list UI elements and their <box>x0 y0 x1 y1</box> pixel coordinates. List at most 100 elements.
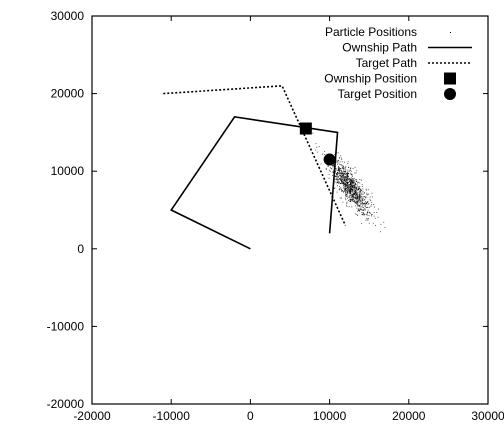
particle-point <box>332 165 334 167</box>
particle-point <box>359 197 361 199</box>
particle-point <box>351 185 353 187</box>
particle-point <box>345 176 347 178</box>
particle-point <box>346 190 348 192</box>
particle-point <box>352 194 353 196</box>
particle-point <box>336 173 337 175</box>
particle-point <box>355 179 357 181</box>
particle-point <box>365 207 367 208</box>
particle-point <box>352 197 354 198</box>
particle-point <box>359 195 361 197</box>
particle-point <box>351 194 353 196</box>
particle-point <box>350 200 352 202</box>
particle-point <box>345 174 346 175</box>
particle-point <box>340 173 342 175</box>
particle-point <box>353 189 355 191</box>
particle-point <box>344 171 346 173</box>
particle-point <box>337 175 339 177</box>
particle-point <box>333 164 335 166</box>
particle-point <box>369 199 371 201</box>
particle-point <box>365 197 367 199</box>
particle-point <box>336 177 338 179</box>
particle-point <box>354 200 356 202</box>
particle-point <box>350 189 352 191</box>
particle-point <box>362 204 364 205</box>
particle-point <box>354 193 356 195</box>
particle-point <box>361 179 363 181</box>
target-path-line <box>163 85 347 226</box>
particle-point <box>368 218 370 220</box>
particle-point <box>343 171 345 172</box>
particle-point <box>342 182 344 184</box>
ownship-path-line <box>170 116 339 250</box>
particle-point <box>347 190 349 192</box>
particle-point <box>353 180 355 182</box>
particle-point <box>352 184 354 186</box>
particle-point <box>340 188 342 190</box>
particle-point <box>353 186 354 188</box>
particle-point <box>350 199 352 200</box>
particle-point <box>340 164 342 165</box>
particle-point <box>352 178 354 180</box>
particle-point <box>356 196 358 197</box>
particle-point <box>359 204 361 206</box>
particle-point <box>362 203 364 204</box>
particle-point <box>315 149 317 151</box>
particle-point <box>347 181 349 183</box>
particle-point <box>344 177 345 179</box>
particle-point <box>357 188 359 190</box>
particle-point <box>340 169 342 171</box>
particle-point <box>355 213 357 215</box>
particle-point <box>338 182 340 184</box>
particle-point <box>338 168 340 170</box>
particle-point <box>343 171 344 173</box>
particle-point <box>361 209 363 211</box>
particle-point <box>354 202 356 204</box>
particle-point <box>329 167 331 169</box>
y-tick-label: 0 <box>77 242 84 256</box>
particle-point <box>356 195 358 196</box>
particle-point <box>366 192 368 194</box>
particle-point <box>339 170 341 172</box>
x-tick-label: 30000 <box>471 409 504 423</box>
y-tick-label: -10000 <box>47 319 85 333</box>
particle-point <box>320 163 322 165</box>
particle-point <box>361 192 363 194</box>
particle-point <box>354 166 356 168</box>
particle-point <box>347 189 348 191</box>
particle-point <box>343 168 345 170</box>
particle-point <box>315 143 317 145</box>
particle-point <box>352 178 354 180</box>
particle-point <box>346 188 348 190</box>
particle-point <box>318 146 320 148</box>
particle-point <box>372 222 374 224</box>
particle-point <box>340 176 342 178</box>
particle-point <box>364 206 366 207</box>
particle-point <box>351 178 353 180</box>
particle-point <box>369 212 371 214</box>
particle-point <box>340 179 342 181</box>
particle-point <box>337 168 339 170</box>
particle-point <box>345 199 347 201</box>
particle-point <box>339 168 341 170</box>
particle-point <box>361 212 363 213</box>
particle-point <box>341 161 343 163</box>
particle-point <box>345 188 347 190</box>
plot-frame <box>91 15 489 405</box>
particle-point <box>349 199 351 201</box>
particle-point <box>339 197 341 199</box>
particle-point <box>369 211 370 213</box>
particle-point <box>362 191 364 193</box>
particle-point <box>343 179 345 181</box>
particle-point <box>366 214 368 216</box>
particle-point <box>339 171 341 173</box>
particle-point <box>340 197 342 199</box>
particle-point <box>342 183 344 185</box>
particle-point <box>343 183 345 185</box>
particle-point <box>357 188 359 190</box>
particle-point <box>345 175 347 177</box>
particle-point <box>349 195 351 197</box>
particle-point <box>355 191 357 193</box>
particle-point <box>354 185 356 187</box>
particle-point <box>345 179 347 181</box>
particle-point <box>360 191 362 193</box>
